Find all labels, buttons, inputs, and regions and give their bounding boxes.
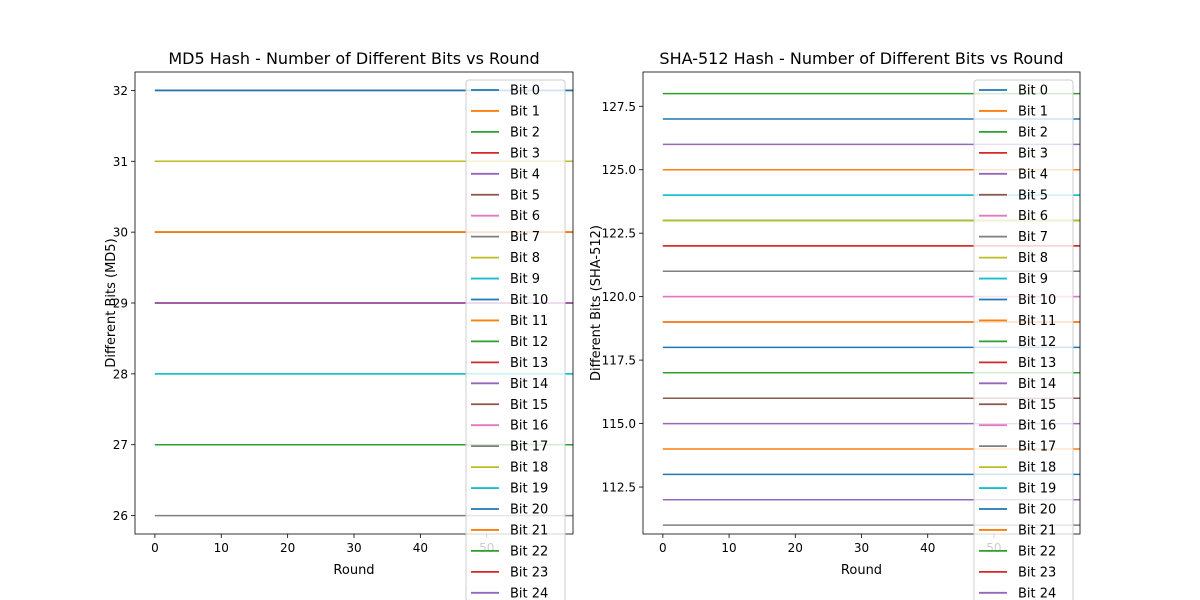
sha512-ytick-label: 125.0 <box>602 163 636 177</box>
md5-legend-label: Bit 24 <box>510 586 548 600</box>
sha512-legend-box <box>973 79 1074 600</box>
sha512-legend-label: Bit 6 <box>1018 209 1048 224</box>
sha512-legend-label: Bit 22 <box>1018 544 1056 559</box>
md5-legend-label: Bit 5 <box>510 188 540 203</box>
sha512-legend-label: Bit 10 <box>1018 293 1056 308</box>
sha512-legend-label: Bit 3 <box>1018 146 1048 161</box>
sha512-legend-label: Bit 1 <box>1018 104 1048 119</box>
md5-legend-label: Bit 19 <box>510 482 548 497</box>
sha512-xtick-label: 0 <box>659 541 667 555</box>
sha512-legend-label: Bit 9 <box>1018 272 1048 287</box>
sha512-xtick-label: 30 <box>854 541 869 555</box>
sha512-subplot: 01020304050112.5115.0117.5120.0122.5125.… <box>589 49 1081 600</box>
sha512-ylabel: Different Bits (SHA-512) <box>589 225 604 381</box>
sha512-legend-label: Bit 15 <box>1018 398 1056 413</box>
md5-legend-label: Bit 17 <box>510 440 548 455</box>
md5-legend-label: Bit 9 <box>510 272 540 287</box>
md5-xtick-label: 10 <box>214 541 229 555</box>
md5-legend-label: Bit 7 <box>510 230 540 245</box>
md5-ytick-label: 29 <box>113 297 128 311</box>
sha512-xtick-label: 10 <box>721 541 736 555</box>
md5-legend-label: Bit 23 <box>510 565 548 580</box>
sha512-legend: Bit 0 Bit 1 Bit 2 Bit 3 Bit 4 Bit 5 Bit 6 Bit 7… <box>973 79 1074 600</box>
md5-legend-label: Bit 1 <box>510 104 540 119</box>
md5-legend-label: Bit 14 <box>510 377 548 392</box>
md5-legend-label: Bit 8 <box>510 251 540 266</box>
md5-xtick-label: 0 <box>151 541 159 555</box>
sha512-legend-label: Bit 14 <box>1018 377 1056 392</box>
sha512-legend-label: Bit 0 <box>1018 84 1048 99</box>
sha512-ytick-label: 115.0 <box>602 417 636 431</box>
md5-legend-label: Bit 18 <box>510 461 548 476</box>
sha512-ytick-label: 112.5 <box>602 481 636 495</box>
md5-legend-label: Bit 16 <box>510 419 548 434</box>
sha512-legend-label: Bit 23 <box>1018 565 1056 580</box>
md5-xlabel: Round <box>333 563 374 578</box>
md5-xtick-label: 30 <box>346 541 361 555</box>
md5-legend-label: Bit 20 <box>510 503 548 518</box>
sha512-xtick-label: 20 <box>788 541 803 555</box>
md5-subplot: 0102030405026272829303132MD5 Hash - Numb… <box>104 49 574 600</box>
sha512-xlabel: Round <box>841 563 882 578</box>
sha512-legend-label: Bit 20 <box>1018 503 1056 518</box>
md5-legend: Bit 0 Bit 1 Bit 2 Bit 3 Bit 4 Bit 5 Bit 6 Bit 7… <box>465 79 566 600</box>
md5-legend-label: Bit 0 <box>510 84 540 99</box>
sha512-title: SHA-512 Hash - Number of Different Bits … <box>659 49 1063 68</box>
md5-ytick-label: 27 <box>113 438 128 452</box>
md5-ytick-label: 26 <box>113 509 128 523</box>
md5-legend-label: Bit 6 <box>510 209 540 224</box>
sha512-legend-label: Bit 2 <box>1018 125 1048 140</box>
md5-ylabel: Different Bits (MD5) <box>104 238 119 367</box>
md5-legend-label: Bit 22 <box>510 544 548 559</box>
sha512-legend-label: Bit 5 <box>1018 188 1048 203</box>
sha512-legend-label: Bit 18 <box>1018 461 1056 476</box>
sha512-legend-label: Bit 12 <box>1018 335 1056 350</box>
md5-ytick-label: 32 <box>113 84 128 98</box>
sha512-ytick-label: 120.0 <box>602 290 636 304</box>
md5-legend-label: Bit 4 <box>510 167 540 182</box>
sha512-legend-label: Bit 8 <box>1018 251 1048 266</box>
sha512-legend-label: Bit 21 <box>1018 523 1056 538</box>
sha512-legend-label: Bit 7 <box>1018 230 1048 245</box>
md5-legend-label: Bit 3 <box>510 146 540 161</box>
md5-legend-label: Bit 2 <box>510 125 540 140</box>
md5-ytick-label: 28 <box>113 367 128 381</box>
sha512-legend-label: Bit 24 <box>1018 586 1056 600</box>
md5-legend-label: Bit 12 <box>510 335 548 350</box>
md5-legend-label: Bit 15 <box>510 398 548 413</box>
sha512-legend-label: Bit 11 <box>1018 314 1056 329</box>
md5-xtick-label: 40 <box>413 541 428 555</box>
md5-ytick-label: 30 <box>113 226 128 240</box>
md5-title: MD5 Hash - Number of Different Bits vs R… <box>168 49 539 68</box>
sha512-legend-label: Bit 19 <box>1018 482 1056 497</box>
md5-legend-label: Bit 21 <box>510 523 548 538</box>
md5-xtick-label: 20 <box>280 541 295 555</box>
md5-legend-label: Bit 13 <box>510 356 548 371</box>
md5-ytick-label: 31 <box>113 155 128 169</box>
sha512-xtick-label: 40 <box>920 541 935 555</box>
md5-legend-label: Bit 11 <box>510 314 548 329</box>
sha512-legend-label: Bit 4 <box>1018 167 1048 182</box>
sha512-legend-label: Bit 16 <box>1018 419 1056 434</box>
sha512-ytick-label: 117.5 <box>602 354 636 368</box>
sha512-legend-label: Bit 13 <box>1018 356 1056 371</box>
sha512-ytick-label: 127.5 <box>602 100 636 114</box>
sha512-ytick-label: 122.5 <box>602 227 636 241</box>
md5-legend-box <box>465 79 566 600</box>
md5-legend-label: Bit 10 <box>510 293 548 308</box>
sha512-legend-label: Bit 17 <box>1018 440 1056 455</box>
